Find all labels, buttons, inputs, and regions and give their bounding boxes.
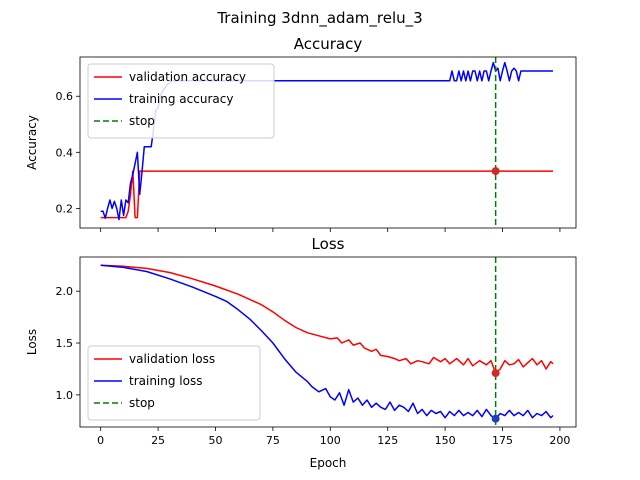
legend-box xyxy=(87,63,275,139)
figure-suptitle: Training 3dnn_adam_relu_3 xyxy=(216,9,422,28)
validation-accuracy-line xyxy=(100,170,553,219)
loss-title: Loss xyxy=(312,235,345,253)
legend-label-training-accuracy: training accuracy xyxy=(129,92,233,106)
x-tick-label: 200 xyxy=(549,434,570,447)
x-axis-label: Epoch xyxy=(310,456,347,470)
legend: validation loss training loss stop xyxy=(87,345,261,421)
accuracy-subplot: Accuracy Accuracy 0.2 0.4 0.6 validation accu… xyxy=(25,35,577,232)
x-tick-label: 125 xyxy=(377,434,398,447)
y-axis-label: Loss xyxy=(25,329,39,355)
y-tick-label: 0.2 xyxy=(56,202,74,215)
axes-frame xyxy=(79,56,577,229)
loss-subplot: Loss Loss Epoch 0 25 50 75 100 125 150 175 200 1.0 1.… xyxy=(25,235,577,470)
stop-point-marker xyxy=(491,167,500,176)
legend: validation accuracy training accuracy stop xyxy=(87,63,275,139)
x-tick-label: 25 xyxy=(151,434,165,447)
axes-frame xyxy=(79,256,577,428)
y-tick-label: 2.0 xyxy=(56,285,74,298)
legend-label-validation-accuracy: validation accuracy xyxy=(129,70,246,84)
x-tick-label: 175 xyxy=(492,434,513,447)
accuracy-title: Accuracy xyxy=(294,35,363,53)
legend-label-validation-loss: validation loss xyxy=(129,352,215,366)
x-tick-label: 50 xyxy=(208,434,222,447)
y-axis-label: Accuracy xyxy=(25,115,39,170)
validation-loss-line xyxy=(100,264,554,374)
x-tick-label: 0 xyxy=(97,434,104,447)
stop-point-marker xyxy=(491,369,500,378)
legend-box xyxy=(87,345,261,421)
y-tick-label: 1.0 xyxy=(56,389,74,402)
legend-label-training-loss: training loss xyxy=(129,374,202,388)
x-tick-label: 75 xyxy=(266,434,280,447)
y-tick-label: 0.6 xyxy=(56,90,74,103)
x-tick-label: 100 xyxy=(320,434,341,447)
x-tick-label: 150 xyxy=(435,434,456,447)
stop-point-marker xyxy=(491,414,500,423)
training-loss-line xyxy=(100,264,554,420)
y-tick-label: 0.4 xyxy=(56,146,74,159)
legend-label-stop: stop xyxy=(129,114,155,128)
y-tick-label: 1.5 xyxy=(56,337,74,350)
legend-label-stop: stop xyxy=(129,396,155,410)
training-accuracy-line xyxy=(100,61,553,221)
